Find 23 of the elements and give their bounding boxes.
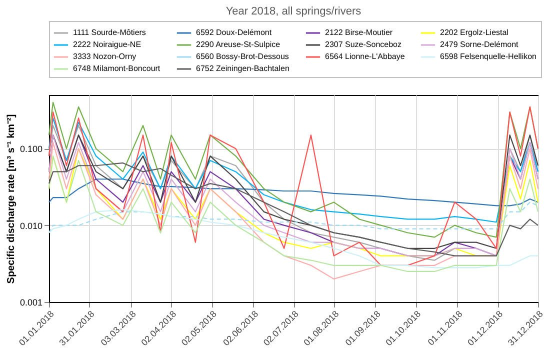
legend-label: 2307 Suze-Sonceboz [325, 40, 402, 49]
legend-label: 6598 Felsenquelle-Hellikon [440, 52, 537, 61]
legend-label: 2202 Ergolz-Liestal [440, 28, 509, 37]
legend-label: 6564 Lionne-L'Abbaye [325, 52, 406, 61]
legend-label: 2222 Noiraigue-NE [73, 40, 142, 49]
y-tick-label: 0.010 [20, 220, 42, 231]
legend-label: 6560 Bossy-Brot-Dessous [196, 52, 289, 61]
line-series [48, 209, 539, 268]
legend-label: 6748 Milamont-Boncourt [73, 64, 161, 73]
legend-label: 6592 Doux-Delémont [196, 28, 272, 37]
legend-label: 1111 Sourde-Môtiers [73, 28, 146, 37]
y-tick-label: 0.001 [20, 298, 42, 308]
chart-title: Year 2018, all springs/rivers [226, 6, 362, 18]
legend-label: 2479 Sorne-Delémont [440, 40, 520, 49]
legend-label: 6752 Zeiningen-Bachtalen [196, 64, 290, 73]
line-series [48, 202, 539, 234]
y-axis-title: Specific discharge rate [m³ s⁻¹ km⁻²] [6, 114, 17, 284]
line-series [48, 118, 539, 223]
y-tick-label: 0.100 [20, 144, 42, 154]
line-series [48, 178, 539, 206]
legend-label: 2122 Birse-Moutier [325, 28, 393, 37]
legend-label: 2290 Areuse-St-Sulpice [196, 40, 281, 49]
legend-label: 3333 Nozon-Orny [73, 52, 136, 61]
